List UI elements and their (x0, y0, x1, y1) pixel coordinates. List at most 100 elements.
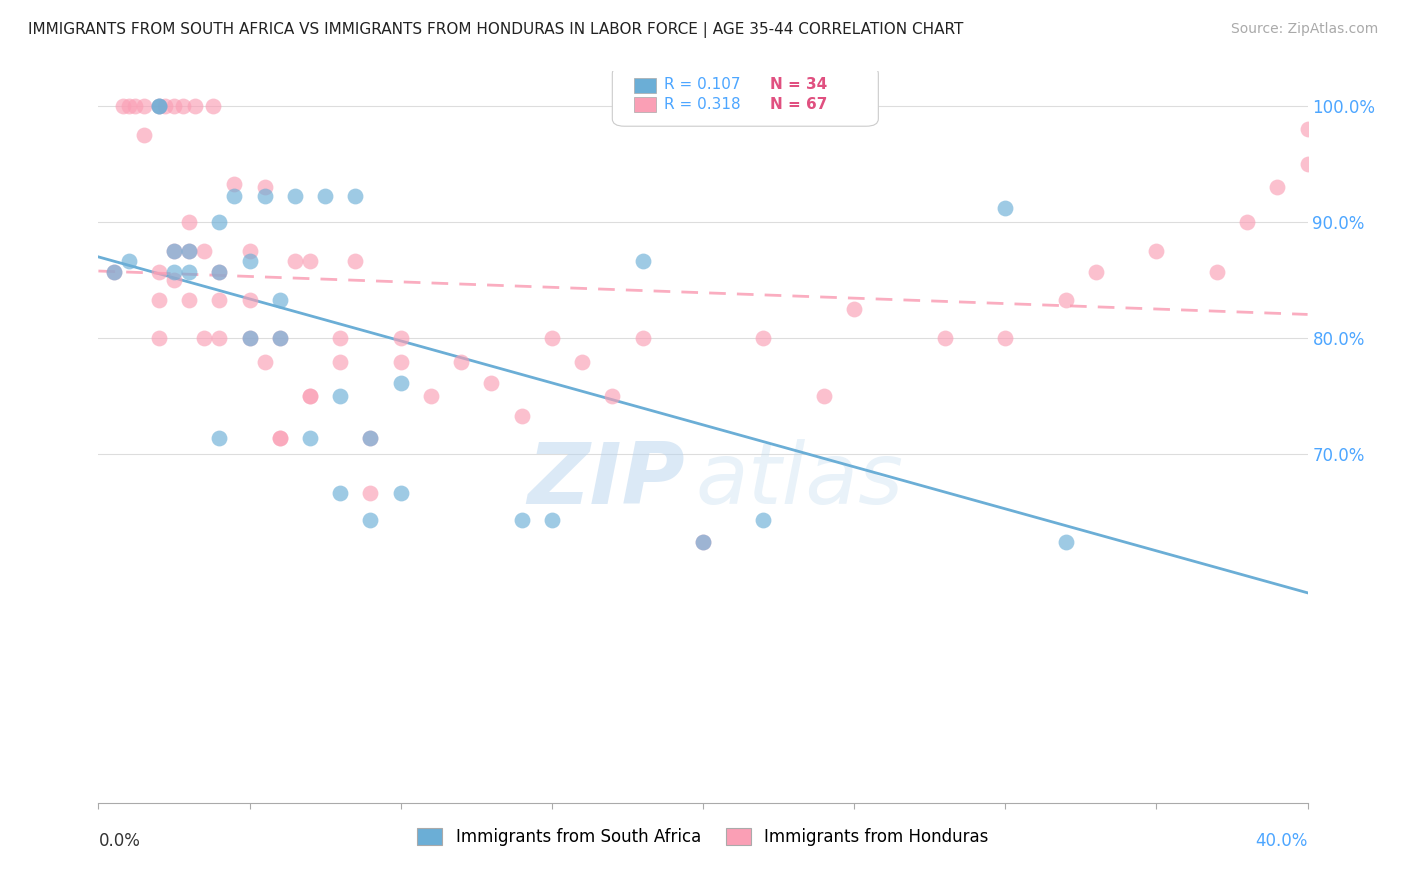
Point (253, 354, 276, 368)
Point (239, 244, 262, 259)
Point (481, 376, 503, 390)
Point (329, 485, 352, 500)
Point (208, 331, 231, 345)
Point (179, 244, 201, 259)
Point (103, 265, 125, 279)
Point (163, 244, 186, 259)
Text: N = 67: N = 67 (769, 96, 827, 112)
Point (631, 253, 654, 268)
Point (208, 265, 231, 279)
Point (299, 253, 322, 268)
Legend: Immigrants from South Africa, Immigrants from Honduras: Immigrants from South Africa, Immigrants… (418, 828, 988, 846)
Point (148, 331, 170, 345)
Point (813, 389, 835, 403)
Point (269, 431, 291, 445)
Point (344, 253, 367, 268)
Point (934, 331, 956, 345)
Point (224, 177, 246, 191)
Point (269, 331, 291, 345)
Point (284, 253, 307, 268)
Point (124, 99, 146, 113)
Point (179, 293, 201, 307)
Text: R = 0.318: R = 0.318 (664, 96, 741, 112)
Point (1085, 265, 1108, 279)
Point (153, 99, 176, 113)
Point (118, 253, 141, 268)
Point (540, 331, 562, 345)
Point (1236, 215, 1258, 229)
Point (329, 331, 352, 345)
Point (239, 331, 262, 345)
Point (344, 188, 367, 202)
FancyBboxPatch shape (634, 78, 655, 93)
Text: Source: ZipAtlas.com: Source: ZipAtlas.com (1230, 22, 1378, 37)
Point (224, 188, 246, 202)
Point (148, 99, 170, 113)
Text: R = 0.107: R = 0.107 (664, 77, 741, 92)
Point (692, 534, 714, 549)
Point (111, 99, 134, 113)
Point (389, 376, 412, 390)
Point (193, 331, 215, 345)
Point (360, 431, 382, 445)
Point (163, 265, 186, 279)
Point (239, 331, 262, 345)
Point (148, 99, 170, 113)
FancyBboxPatch shape (613, 66, 879, 126)
Point (299, 431, 322, 445)
Point (163, 273, 186, 287)
Point (148, 265, 170, 279)
Point (208, 265, 231, 279)
Point (103, 265, 125, 279)
Point (420, 389, 443, 403)
Point (299, 389, 322, 403)
Point (132, 128, 155, 143)
Point (269, 431, 291, 445)
Point (1054, 293, 1077, 307)
Point (450, 354, 472, 368)
Point (148, 293, 170, 307)
Point (1054, 534, 1077, 549)
Point (1206, 265, 1229, 279)
Point (1296, 157, 1319, 171)
Point (752, 512, 775, 526)
Point (184, 99, 207, 113)
Text: N = 34: N = 34 (769, 77, 827, 92)
Point (540, 512, 562, 526)
Point (269, 293, 291, 307)
Point (269, 331, 291, 345)
Point (1267, 180, 1289, 194)
Point (193, 244, 215, 259)
Point (208, 431, 231, 445)
Point (253, 188, 276, 202)
Point (314, 188, 336, 202)
Point (571, 354, 593, 368)
Point (208, 293, 231, 307)
Point (132, 99, 155, 113)
Point (1144, 244, 1167, 259)
Point (163, 244, 186, 259)
Point (844, 302, 866, 317)
Point (602, 389, 624, 403)
Point (389, 354, 412, 368)
Point (360, 431, 382, 445)
Point (994, 331, 1017, 345)
Point (299, 389, 322, 403)
Point (284, 188, 307, 202)
Point (163, 99, 186, 113)
Point (360, 485, 382, 500)
Point (239, 253, 262, 268)
Text: 40.0%: 40.0% (1256, 832, 1308, 850)
Text: ZIP: ZIP (527, 440, 685, 523)
Point (172, 99, 194, 113)
Point (692, 534, 714, 549)
Point (253, 180, 276, 194)
FancyBboxPatch shape (634, 97, 655, 112)
Point (202, 99, 225, 113)
Point (179, 265, 201, 279)
Point (994, 202, 1017, 216)
Point (510, 512, 533, 526)
Point (329, 389, 352, 403)
Point (1296, 122, 1319, 136)
Point (329, 354, 352, 368)
